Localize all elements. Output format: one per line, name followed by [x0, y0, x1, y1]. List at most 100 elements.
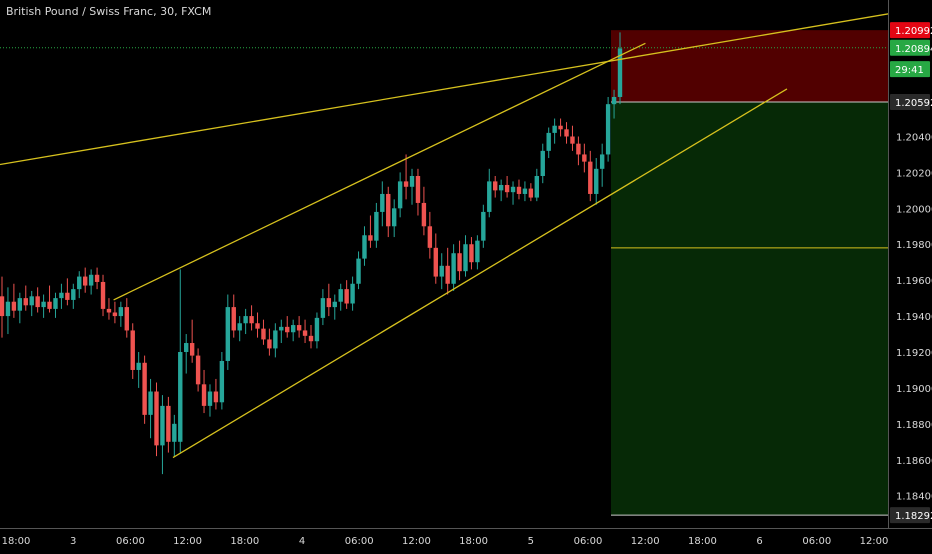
- candle-body: [213, 391, 219, 403]
- candle: [273, 323, 278, 358]
- candle-body: [427, 226, 433, 248]
- time-tick-label: 4: [299, 536, 305, 547]
- candle: [350, 276, 355, 311]
- candle-body: [457, 253, 462, 272]
- candle-body: [397, 181, 403, 209]
- candle: [296, 316, 302, 338]
- candle-body: [267, 339, 272, 349]
- trendlines: [0, 5, 932, 459]
- price-tick-label: 1.20000: [896, 204, 932, 215]
- price-tick-label: 1.19600: [896, 276, 932, 287]
- price-tag: [890, 39, 930, 56]
- candle-body: [302, 330, 308, 336]
- price-tag-label: 1.20992: [895, 26, 932, 37]
- candle: [421, 186, 427, 236]
- candle-body: [82, 276, 88, 286]
- candle-body: [611, 96, 617, 105]
- candle-body: [106, 308, 112, 313]
- candle: [106, 298, 112, 320]
- candle-body: [326, 298, 332, 308]
- candle: [195, 348, 201, 392]
- candle-body: [588, 161, 593, 194]
- candle: [374, 202, 379, 248]
- candle: [552, 118, 557, 144]
- trendline: [113, 42, 646, 301]
- candle-body: [160, 405, 165, 446]
- candle: [130, 323, 135, 379]
- candle: [540, 143, 545, 184]
- candle: [326, 283, 332, 317]
- candle-body: [285, 326, 290, 333]
- candle-body: [314, 317, 320, 342]
- price-tick-label: 1.20400: [896, 132, 932, 143]
- candle: [172, 414, 177, 457]
- candle-body: [463, 244, 468, 272]
- candle-body: [100, 281, 106, 309]
- candle: [207, 384, 213, 417]
- candle-body: [475, 240, 480, 263]
- candle-body: [362, 235, 367, 259]
- candle: [225, 294, 231, 370]
- price-tick-label: 1.18600: [896, 456, 932, 467]
- time-tick-label: 06:00: [345, 536, 374, 547]
- candle-body: [0, 296, 5, 317]
- candle: [77, 271, 82, 299]
- candle-body: [564, 129, 569, 137]
- candle-body: [528, 188, 534, 198]
- candle: [493, 176, 498, 198]
- candle: [249, 305, 254, 331]
- candle-body: [617, 48, 623, 97]
- candle: [35, 287, 40, 313]
- candle: [29, 290, 34, 317]
- candle: [380, 181, 385, 227]
- candle-body: [445, 265, 450, 284]
- candle: [154, 382, 159, 457]
- time-tick-label: 12:00: [402, 536, 431, 547]
- candle: [53, 292, 58, 318]
- time-axis-background: [0, 528, 932, 550]
- candle-body: [35, 296, 40, 308]
- candle-body: [71, 289, 76, 300]
- candle-body: [421, 202, 427, 227]
- candle: [475, 235, 480, 270]
- price-tick-label: 1.19800: [896, 240, 932, 251]
- candle: [302, 319, 308, 344]
- candle: [522, 181, 528, 202]
- candle-body: [53, 298, 58, 309]
- candle: [231, 294, 236, 338]
- time-tick-label: 12:00: [631, 536, 660, 547]
- candle: [516, 179, 522, 200]
- candle: [391, 199, 397, 238]
- time-tick-label: 18:00: [688, 536, 717, 547]
- candle: [534, 168, 540, 202]
- time-tick-label: 06:00: [116, 536, 145, 547]
- candle-body: [17, 298, 23, 311]
- candle: [564, 122, 569, 144]
- candle: [41, 294, 46, 318]
- candle: [94, 267, 100, 290]
- candle-body: [118, 307, 124, 317]
- candle-body: [403, 181, 409, 187]
- candle: [356, 251, 361, 290]
- candle: [487, 168, 492, 218]
- price-tick-label: 1.19200: [896, 348, 932, 359]
- candle-body: [273, 330, 278, 349]
- candle: [290, 319, 296, 342]
- candle: [88, 269, 94, 295]
- candle: [112, 301, 118, 324]
- candle-body: [552, 125, 557, 133]
- candle: [481, 204, 486, 248]
- candle: [5, 287, 11, 335]
- candle: [47, 285, 52, 313]
- time-tick-label: 6: [756, 536, 762, 547]
- candle-body: [178, 352, 183, 442]
- candle-body: [338, 289, 343, 302]
- candle-body: [195, 355, 201, 385]
- position-zones: [611, 30, 888, 516]
- candle: [0, 276, 5, 338]
- candle: [611, 89, 617, 119]
- candle-body: [296, 325, 302, 331]
- trendline: [0, 5, 932, 166]
